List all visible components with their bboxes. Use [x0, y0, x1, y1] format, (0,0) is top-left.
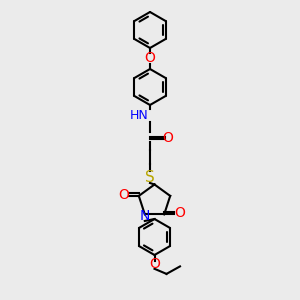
Text: O: O — [163, 131, 173, 145]
Text: O: O — [118, 188, 129, 202]
Text: O: O — [149, 257, 160, 271]
Text: N: N — [140, 209, 150, 223]
Text: S: S — [145, 169, 155, 184]
Text: O: O — [145, 52, 155, 65]
Text: O: O — [174, 206, 184, 220]
Text: HN: HN — [130, 109, 149, 122]
